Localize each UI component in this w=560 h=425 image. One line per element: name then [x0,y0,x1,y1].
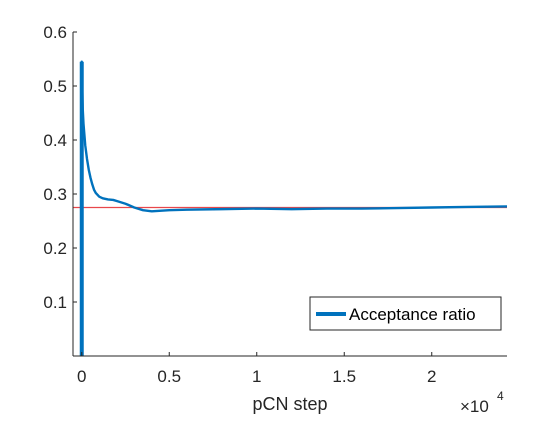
x-tick-label: 0.5 [157,367,181,386]
series-layer [79,60,508,356]
y-tick-label: 0.2 [43,239,67,258]
ticks-layer: 0 0.5 1 1.5 2 0.1 0.2 0.3 0.4 0.5 0.6 [43,23,436,386]
x-tick-label: 2 [427,367,436,386]
x-axis-title: pCN step [252,394,327,414]
x-exponent: ×10 4 [460,389,504,416]
acceptance-ratio-line [80,60,508,356]
x-exponent-base: ×10 [460,397,489,416]
y-tick-label: 0.5 [43,77,67,96]
legend: Acceptance ratio [309,296,502,331]
legend-label: Acceptance ratio [349,305,476,324]
x-tick-label: 1.5 [332,367,356,386]
y-tick-label: 0.4 [43,131,67,150]
y-tick-label: 0.6 [43,23,67,42]
y-tick-label: 0.1 [43,293,67,312]
y-tick-label: 0.3 [43,185,67,204]
x-exponent-power: 4 [497,389,504,403]
x-tick-label: 1 [252,367,261,386]
x-tick-label: 0 [77,367,86,386]
